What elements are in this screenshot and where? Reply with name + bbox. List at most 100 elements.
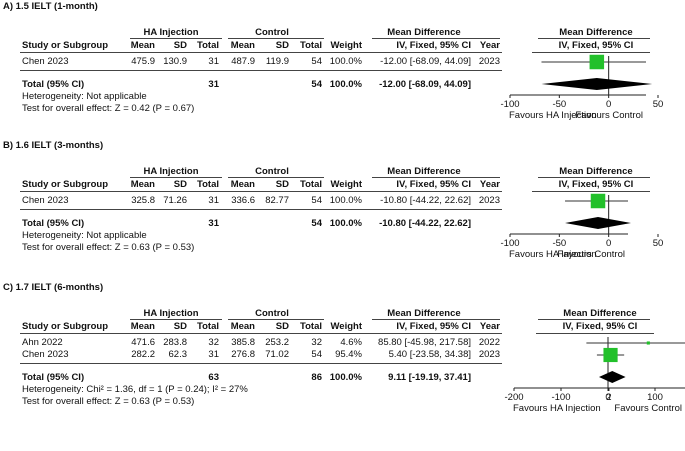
ci-col-header: IV, Fixed, 95% CI	[396, 321, 471, 332]
group1-header: HA Injection	[143, 308, 199, 319]
study-n1: 31	[208, 56, 219, 67]
group2-header: Control	[255, 308, 289, 319]
sd2-col-header: SD	[275, 40, 289, 51]
header-rule	[20, 191, 502, 192]
x-tick-label: 2	[606, 392, 611, 403]
sd2-col-header: SD	[275, 179, 289, 190]
study-name: Chen 2023	[22, 195, 69, 206]
heterogeneity-text: Heterogeneity: Not applicable	[22, 230, 147, 241]
rows-rule	[20, 70, 502, 71]
study-square	[646, 341, 650, 345]
year-col-header: Year	[479, 179, 500, 190]
total-label: Total (95% CI)	[22, 372, 85, 383]
study-mean1: 325.8	[131, 195, 155, 206]
total-n1: 31	[208, 79, 219, 90]
favours-right-label: Favours Control	[614, 403, 682, 414]
plot-header-rule	[536, 333, 654, 334]
weight-col-header: Weight	[330, 40, 363, 51]
total-n1: 31	[208, 218, 219, 229]
total-label: Total (95% CI)	[22, 218, 85, 229]
study-col-header: Study or Subgroup	[22, 321, 109, 332]
md-underline	[372, 177, 500, 178]
study-sd1: 71.26	[163, 195, 187, 206]
study-square	[590, 193, 606, 209]
forest-panel: C) 1.7 IELT (6-months) HA Injection Contro…	[0, 281, 685, 421]
study-square	[603, 347, 618, 363]
pooled-diamond	[541, 78, 653, 90]
overall-effect-text: Test for overall effect: Z = 0.42 (P = 0…	[22, 103, 195, 114]
total-n1: 63	[208, 372, 219, 383]
x-tick-label: 0	[606, 99, 611, 110]
study-sd2: 253.2	[265, 337, 289, 348]
sd2-col-header: SD	[275, 321, 289, 332]
plot-sub-header: IV, Fixed, 95% CI	[562, 321, 638, 332]
study-n2: 54	[311, 349, 322, 360]
study-mean1: 471.6	[131, 337, 155, 348]
pooled-diamond	[565, 217, 631, 229]
study-sd1: 283.8	[163, 337, 187, 348]
plot-sub-header: IV, Fixed, 95% CI	[558, 40, 634, 51]
study-weight: 4.6%	[340, 337, 362, 348]
plot-underline	[538, 38, 650, 39]
group1-underline	[130, 38, 222, 39]
study-name: Chen 2023	[22, 56, 69, 67]
total-n2: 86	[311, 372, 322, 383]
mean2-col-header: Mean	[230, 321, 255, 332]
header-rule	[20, 52, 502, 53]
mean1-col-header: Mean	[130, 40, 155, 51]
x-tick-label: -100	[500, 238, 519, 249]
study-n2: 32	[311, 337, 322, 348]
plot-title-header: Mean Difference	[563, 308, 637, 319]
study-ci: 5.40 [-23.58, 34.38]	[388, 349, 471, 360]
mean2-col-header: Mean	[230, 179, 255, 190]
total-weight: 100.0%	[329, 218, 362, 229]
study-ci: -12.00 [-68.09, 44.09]	[380, 56, 471, 67]
study-mean1: 475.9	[131, 56, 155, 67]
forest-plot: -200 -100 0 100 2 Favours HA Injection Favours…	[504, 337, 685, 414]
panel-title: A) 1.5 IELT (1-month)	[3, 1, 98, 12]
x-tick-label: 0	[606, 238, 611, 249]
md-title-header: Mean Difference	[387, 308, 461, 319]
favours-right-label: Favours Control	[557, 249, 625, 260]
mean1-col-header: Mean	[130, 179, 155, 190]
total-label: Total (95% CI)	[22, 79, 85, 90]
year-col-header: Year	[479, 40, 500, 51]
plot-header-rule	[532, 52, 650, 53]
group1-underline	[130, 319, 222, 320]
x-tick-label: -50	[552, 238, 566, 249]
md-underline	[372, 319, 500, 320]
study-mean2: 336.6	[231, 195, 255, 206]
study-n2: 54	[311, 195, 322, 206]
plot-sub-header: IV, Fixed, 95% CI	[558, 179, 634, 190]
total-ci: -12.00 [-68.09, 44.09]	[379, 79, 471, 90]
study-name: Ahn 2022	[22, 337, 63, 348]
ci-col-header: IV, Fixed, 95% CI	[396, 40, 471, 51]
total-weight: 100.0%	[329, 372, 362, 383]
total2-col-header: Total	[300, 321, 322, 332]
group1-header: HA Injection	[143, 27, 199, 38]
plot-underline	[538, 319, 650, 320]
total-ci: 9.11 [-19.19, 37.41]	[388, 372, 471, 383]
total1-col-header: Total	[197, 179, 219, 190]
study-sd2: 119.9	[265, 56, 289, 67]
study-col-header: Study or Subgroup	[22, 179, 109, 190]
md-underline	[372, 38, 500, 39]
study-year: 2023	[478, 195, 500, 206]
study-n2: 54	[311, 56, 322, 67]
plot-header-rule	[532, 191, 650, 192]
study-sd1: 62.3	[168, 349, 188, 360]
total-weight: 100.0%	[329, 79, 362, 90]
x-tick-label: 50	[653, 99, 664, 110]
header-rule	[20, 333, 502, 334]
study-n1: 31	[208, 195, 219, 206]
sd1-col-header: SD	[173, 321, 187, 332]
x-tick-label: -200	[504, 392, 523, 403]
study-ci: -10.80 [-44.22, 22.62]	[380, 195, 471, 206]
favours-left-label: Favours HA Injection	[509, 110, 597, 121]
plot-underline	[538, 177, 650, 178]
study-weight: 95.4%	[335, 349, 362, 360]
panel-title: C) 1.7 IELT (6-months)	[3, 282, 104, 293]
group1-header: HA Injection	[143, 166, 199, 177]
study-weight: 100.0%	[329, 56, 362, 67]
